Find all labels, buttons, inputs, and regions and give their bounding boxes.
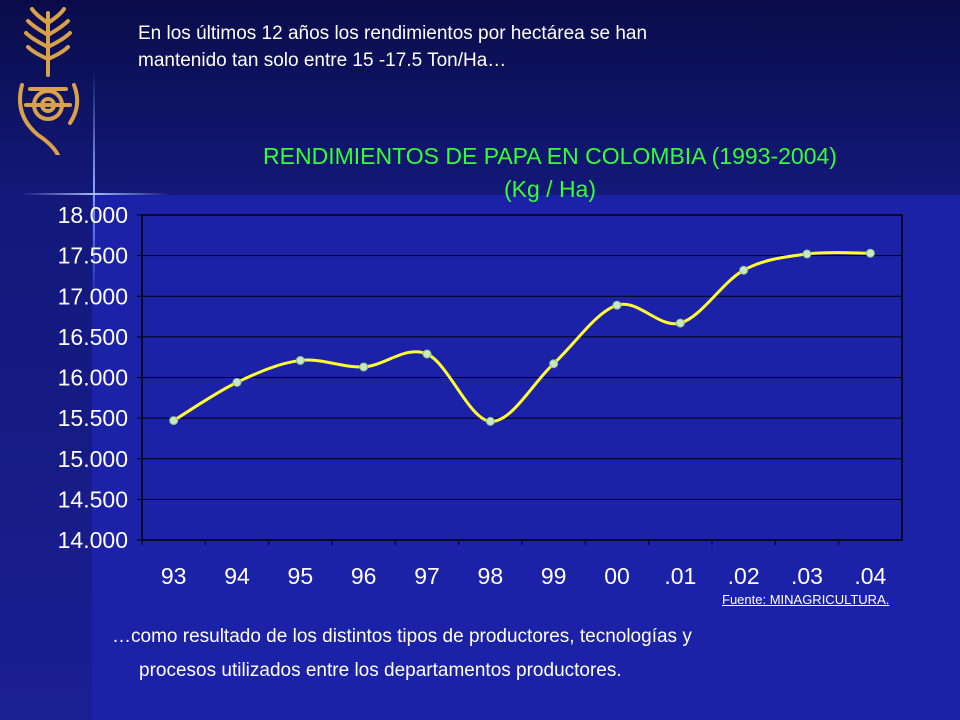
y-tick-label: 14.000 (58, 527, 128, 553)
intro-line-1: En los últimos 12 años los rendimientos … (138, 23, 648, 44)
x-tick-label: 94 (224, 563, 250, 589)
x-tick-label: 00 (604, 563, 630, 589)
header-background (0, 0, 960, 195)
x-tick-label: 95 (288, 563, 314, 589)
wheat-gear-logo-icon (18, 7, 80, 155)
data-point (232, 377, 242, 387)
sparkle-horizontal (20, 193, 170, 195)
chart-title: RENDIMIENTOS DE PAPA EN COLOMBIA (1993-2… (263, 143, 837, 169)
chart-subtitle: (Kg / Ha) (503, 176, 597, 202)
data-point (802, 249, 812, 259)
y-tick-label: 14.500 (58, 486, 128, 512)
outro-line-1: …como resultado de los distintos tipos d… (112, 626, 692, 647)
data-point (612, 300, 622, 310)
y-tick-label: 18.000 (58, 202, 128, 228)
outro-line-2: procesos utilizados entre los departamen… (139, 660, 622, 681)
y-tick-label: 15.000 (58, 446, 128, 472)
data-point (549, 359, 559, 369)
data-point (422, 349, 432, 359)
left-band (0, 195, 92, 720)
x-tick-label: .02 (728, 563, 760, 589)
x-tick-label: 96 (351, 563, 377, 589)
outro-text: …como resultado de los distintos tipos d… (112, 620, 912, 688)
x-tick-label: 99 (541, 563, 567, 589)
y-tick-label: 16.500 (58, 324, 128, 350)
source-note: Fuente: MINAGRICULTURA. (722, 592, 890, 607)
x-tick-label: .03 (791, 563, 823, 589)
data-point (739, 265, 749, 275)
data-point (865, 248, 875, 258)
y-tick-label: 15.500 (58, 405, 128, 431)
data-point (169, 416, 179, 426)
y-tick-label: 17.000 (58, 283, 128, 309)
data-point (359, 362, 369, 372)
y-tick-label: 17.500 (58, 243, 128, 269)
data-point (485, 416, 495, 426)
intro-line-2: mantenido tan solo entre 15 -17.5 Ton/Ha… (138, 50, 507, 71)
x-tick-label: 98 (478, 563, 504, 589)
data-point (295, 355, 305, 365)
intro-text: En los últimos 12 años los rendimientos … (138, 20, 898, 74)
x-tick-label: .04 (854, 563, 886, 589)
main-background (92, 195, 960, 720)
x-tick-label: 97 (414, 563, 440, 589)
data-point (675, 318, 685, 328)
x-tick-label: 93 (161, 563, 187, 589)
y-tick-label: 16.000 (58, 365, 128, 391)
chart-title-block: RENDIMIENTOS DE PAPA EN COLOMBIA (1993-2… (200, 140, 900, 206)
sparkle-vertical (93, 70, 95, 300)
x-tick-label: .01 (664, 563, 696, 589)
